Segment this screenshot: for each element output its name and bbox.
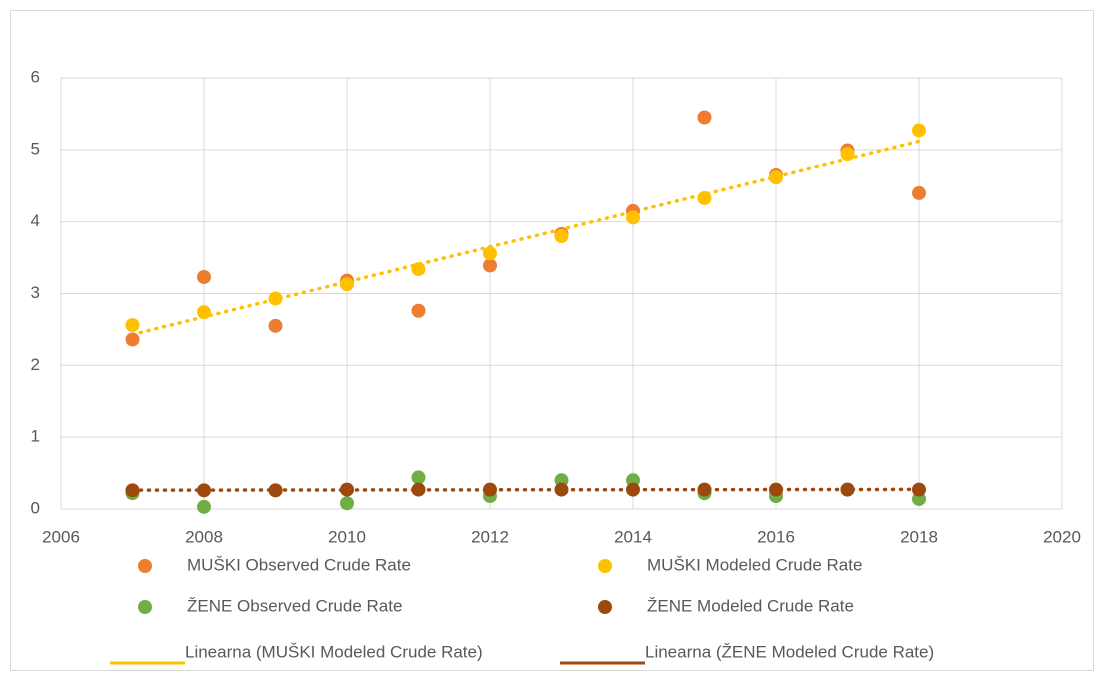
legend-marker	[138, 600, 152, 614]
point	[697, 482, 712, 497]
point	[554, 482, 569, 497]
point	[626, 482, 640, 497]
point	[268, 291, 283, 306]
trendline	[130, 139, 921, 337]
x-tick-label: 2020	[1043, 527, 1081, 546]
legend-label: Linearna (ŽENE Modeled Crude Rate)	[645, 642, 934, 661]
y-tick-label: 6	[31, 67, 40, 86]
x-tick-label: 2012	[471, 527, 509, 546]
point	[697, 110, 712, 125]
point	[411, 303, 426, 318]
point	[769, 482, 783, 497]
legend-label: MUŠKI Observed Crude Rate	[187, 555, 411, 574]
y-tick-label: 4	[31, 211, 40, 230]
legend-marker	[138, 559, 152, 573]
point	[483, 258, 497, 273]
point	[912, 482, 926, 497]
point	[197, 483, 211, 498]
trendline	[130, 487, 921, 492]
y-tick-label: 0	[31, 498, 40, 517]
point	[697, 190, 712, 205]
x-tick-label: 2008	[185, 527, 223, 546]
point	[554, 229, 569, 244]
chart-border	[10, 10, 1094, 671]
point	[411, 470, 426, 485]
point	[483, 246, 497, 261]
x-tick-label: 2006	[42, 527, 80, 546]
x-tick-label: 2014	[614, 527, 652, 546]
legend-label: Linearna (MUŠKI Modeled Crude Rate)	[185, 642, 483, 661]
point	[769, 170, 783, 185]
point	[125, 318, 140, 333]
point	[912, 123, 926, 138]
point	[197, 499, 211, 514]
legend-label: ŽENE Modeled Crude Rate	[647, 596, 854, 615]
y-tick-label: 5	[31, 139, 40, 158]
legend-marker	[598, 559, 612, 573]
point	[411, 482, 426, 497]
point	[125, 332, 140, 347]
point	[840, 147, 855, 162]
point	[340, 277, 354, 292]
point	[912, 185, 926, 200]
legend-label: MUŠKI Modeled Crude Rate	[647, 555, 862, 574]
point	[340, 496, 354, 511]
y-tick-label: 3	[31, 283, 40, 302]
point	[626, 210, 640, 225]
point	[340, 482, 354, 497]
x-tick-label: 2018	[900, 527, 938, 546]
point	[840, 482, 855, 497]
point	[411, 262, 426, 277]
legend-label: ŽENE Observed Crude Rate	[187, 596, 402, 615]
point	[268, 318, 283, 333]
point	[268, 483, 283, 498]
point	[483, 482, 497, 497]
y-tick-label: 2	[31, 355, 40, 374]
y-tick-label: 1	[31, 427, 40, 446]
point	[125, 483, 140, 498]
legend-marker	[598, 600, 612, 614]
point	[197, 305, 211, 320]
x-tick-label: 2010	[328, 527, 366, 546]
point	[197, 269, 211, 284]
x-tick-label: 2016	[757, 527, 795, 546]
